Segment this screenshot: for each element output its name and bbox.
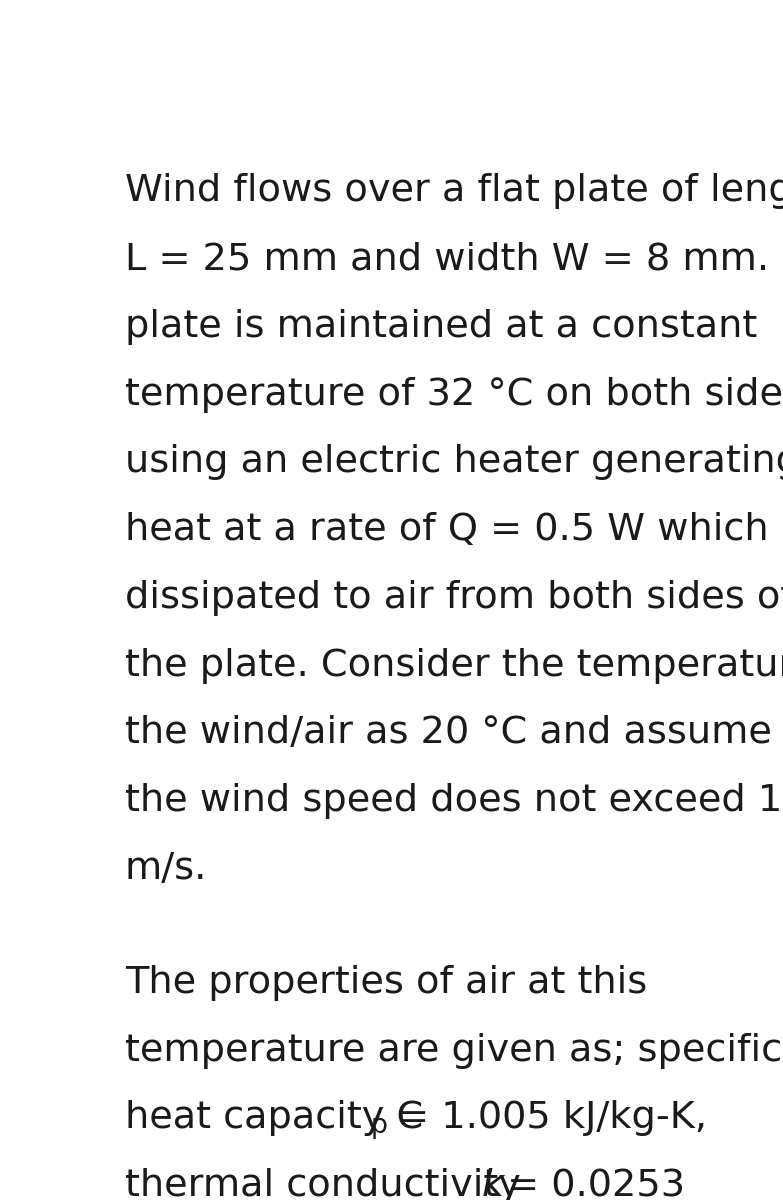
- Text: L = 25 mm and width W = 8 mm.  The: L = 25 mm and width W = 8 mm. The: [125, 241, 783, 277]
- Text: heat at a rate of Q = 0.5 W which is: heat at a rate of Q = 0.5 W which is: [125, 512, 783, 548]
- Text: heat capacity C: heat capacity C: [125, 1100, 424, 1136]
- Text: Wind flows over a flat plate of length: Wind flows over a flat plate of length: [125, 173, 783, 209]
- Text: dissipated to air from both sides of: dissipated to air from both sides of: [125, 580, 783, 616]
- Text: the wind/air as 20 °C and assume that: the wind/air as 20 °C and assume that: [125, 715, 783, 751]
- Text: k: k: [482, 1168, 503, 1200]
- Text: plate is maintained at a constant: plate is maintained at a constant: [125, 308, 757, 344]
- Text: using an electric heater generating: using an electric heater generating: [125, 444, 783, 480]
- Text: = 1.005 kJ/kg-K,: = 1.005 kJ/kg-K,: [384, 1100, 706, 1136]
- Text: temperature of 32 °C on both sides: temperature of 32 °C on both sides: [125, 377, 783, 413]
- Text: thermal conductivity: thermal conductivity: [125, 1168, 533, 1200]
- Text: m/s.: m/s.: [125, 851, 207, 887]
- Text: temperature are given as; specific: temperature are given as; specific: [125, 1032, 782, 1068]
- Text: p: p: [370, 1112, 388, 1139]
- Text: The properties of air at this: The properties of air at this: [125, 965, 648, 1001]
- Text: = 0.0253: = 0.0253: [496, 1168, 686, 1200]
- Text: the plate. Consider the temperature of: the plate. Consider the temperature of: [125, 648, 783, 684]
- Text: the wind speed does not exceed 100: the wind speed does not exceed 100: [125, 784, 783, 820]
